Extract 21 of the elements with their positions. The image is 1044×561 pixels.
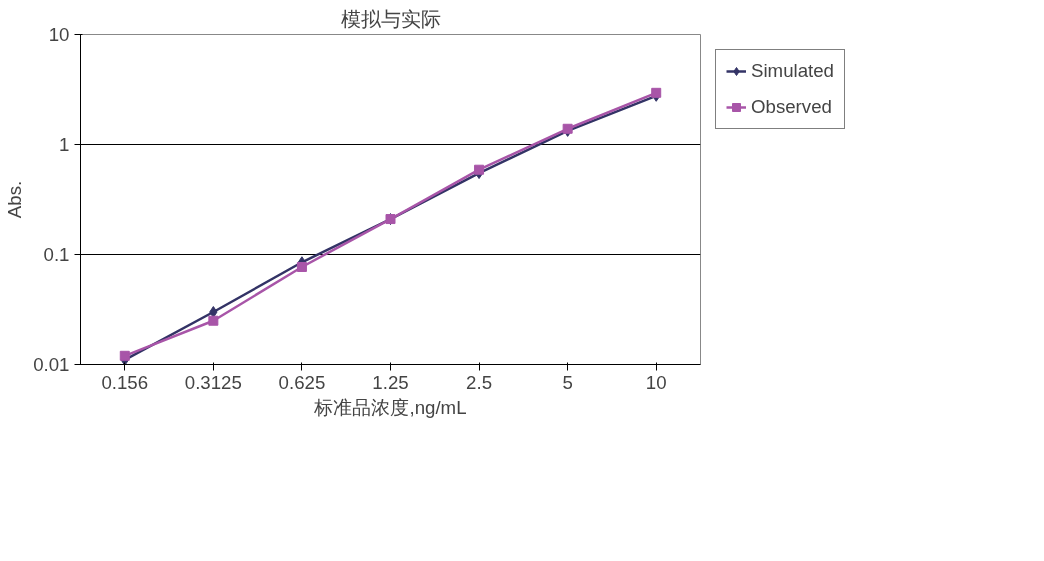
point xyxy=(651,87,662,98)
point xyxy=(296,261,307,272)
chart-title: 模拟与实际 xyxy=(340,7,441,30)
y-tick-label: 0.01 xyxy=(33,354,70,375)
x-tick-label: 0.156 xyxy=(101,371,149,393)
x-tick-label: 1.25 xyxy=(372,371,409,393)
x-tick-label: 0.3125 xyxy=(184,371,242,393)
point xyxy=(208,315,219,326)
y-axis-title: Abs. xyxy=(4,180,26,219)
legend-label: Simulated xyxy=(751,60,834,82)
x-axis-title: 标准品浓度,ng/mL xyxy=(313,396,467,418)
y-tick-label: 1 xyxy=(59,134,70,155)
point xyxy=(474,164,485,175)
y-tick-label: 10 xyxy=(48,24,70,45)
x-tick-label: 5 xyxy=(562,371,573,393)
y-tick-label: 0.1 xyxy=(43,244,70,265)
legend-label: Observed xyxy=(751,96,832,118)
x-tick-label: 0.625 xyxy=(278,371,326,393)
x-tick-label: 10 xyxy=(645,371,667,393)
x-tick-label: 2.5 xyxy=(466,371,493,393)
point xyxy=(119,350,130,361)
